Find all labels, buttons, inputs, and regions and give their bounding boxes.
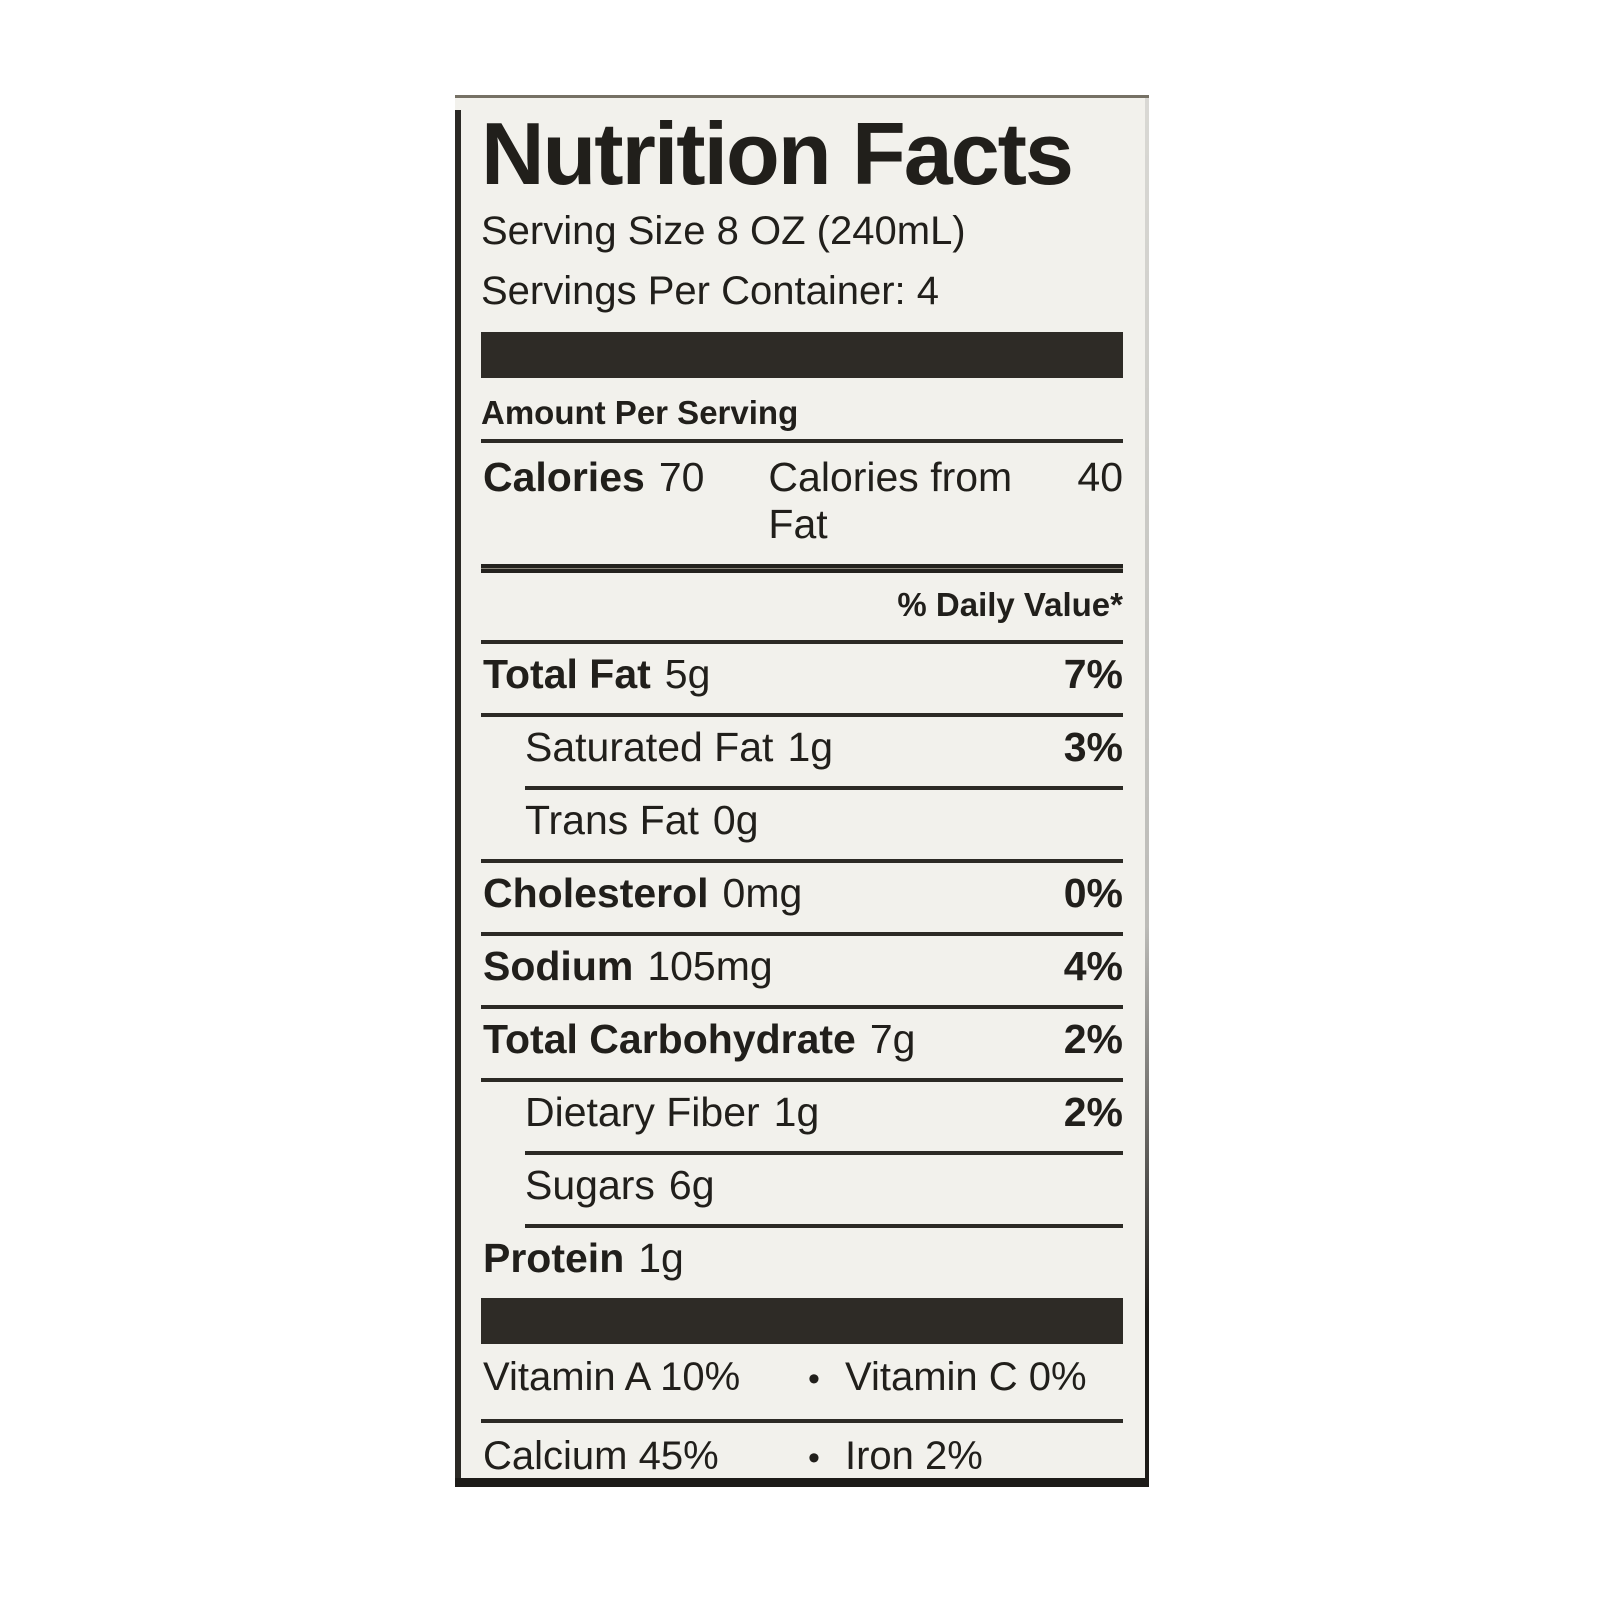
nutrient-label: Dietary Fiber [525,1088,760,1135]
serving-size: Serving Size 8 OZ (240mL) [481,208,966,253]
calories-value: 70 [658,453,705,500]
nutrient-row-protein: Protein 1g [481,1228,1123,1290]
vitamin-right: Vitamin C 0% [845,1354,1087,1399]
rule [481,639,1123,644]
vitamin-row-a-c: Vitamin A 10% • Vitamin C 0% [481,1344,1123,1412]
label-right-edge [1145,98,1149,1478]
nutrient-dv: 7% [1063,650,1123,697]
nutrient-label: Cholesterol [483,869,709,916]
rule [481,1077,1123,1082]
nutrient-label: Total Carbohydrate [483,1015,856,1062]
divider-bar-bottom [481,1297,1123,1344]
nutrient-label: Saturated Fat [525,723,774,770]
nutrient-row-cholesterol: Cholesterol 0mg 0% [481,863,1123,925]
nutrient-amount: 5g [664,650,711,697]
label-title: Nutrition Facts [481,104,1074,203]
nutrient-dv: 2% [1063,1015,1123,1062]
daily-value-header: % Daily Value* [897,585,1123,623]
nutrient-row-total-fat: Total Fat 5g 7% [481,644,1123,706]
nutrient-row-saturated-fat: Saturated Fat 1g 3% [481,717,1123,779]
label-content: Nutrition Facts Serving Size 8 OZ (240mL… [461,98,1145,1478]
nutrient-label: Sugars [525,1161,655,1208]
rule [481,858,1123,863]
vitamin-right: Iron 2% [845,1433,983,1478]
nutrient-label: Total Fat [483,650,651,697]
calories-from-fat-value: 40 [1077,453,1123,500]
nutrient-dv: 2% [1063,1088,1123,1135]
divider-bar-top [481,331,1123,378]
rule [481,712,1123,717]
nutrient-dv: 3% [1063,723,1123,770]
servings-per-container: Servings Per Container: 4 [481,268,940,313]
vitamin-left: Calcium 45% [483,1433,719,1478]
bullet-separator: • [808,1359,820,1398]
label-left-border [455,110,461,1478]
vitamin-row-calcium-iron: Calcium 45% • Iron 2% [481,1423,1123,1478]
calories-from-fat-label: Calories from Fat [768,453,1013,547]
nutrition-facts-label: Nutrition Facts Serving Size 8 OZ (240mL… [455,95,1149,1487]
rule [481,1004,1123,1009]
rule [481,1418,1123,1423]
calories-label: Calories [483,453,645,500]
rule [481,931,1123,936]
nutrient-label: Trans Fat [525,796,699,843]
nutrient-amount: 1g [638,1234,684,1281]
nutrient-amount: 105mg [647,942,773,989]
nutrient-dv: 4% [1063,942,1123,989]
rule-indented [525,1223,1123,1228]
nutrient-row-dietary-fiber: Dietary Fiber 1g 2% [481,1082,1123,1144]
amount-per-serving: Amount Per Serving [481,393,799,431]
nutrient-row-trans-fat: Trans Fat 0g [481,790,1123,852]
calories-row: Calories 70 Calories from Fat 40 [481,443,1123,560]
rule [481,438,1123,443]
nutrient-amount: 0g [712,796,759,843]
nutrient-amount: 1g [773,1088,820,1135]
nutrient-amount: 7g [869,1015,916,1062]
nutrient-dv: 0% [1063,869,1123,916]
vitamin-left: Vitamin A 10% [483,1354,741,1399]
rule-indented [525,785,1123,790]
nutrient-label: Protein [483,1234,625,1281]
nutrient-amount: 1g [787,723,834,770]
rule-indented [525,1150,1123,1155]
nutrient-amount: 0mg [722,869,803,916]
rule-medium [481,563,1123,573]
nutrient-amount: 6g [668,1161,715,1208]
nutrient-row-sodium: Sodium 105mg 4% [481,936,1123,998]
nutrient-row-total-carbohydrate: Total Carbohydrate 7g 2% [481,1009,1123,1071]
nutrient-label: Sodium [483,942,634,989]
nutrient-row-sugars: Sugars 6g [481,1155,1123,1217]
bullet-separator: • [808,1438,820,1477]
